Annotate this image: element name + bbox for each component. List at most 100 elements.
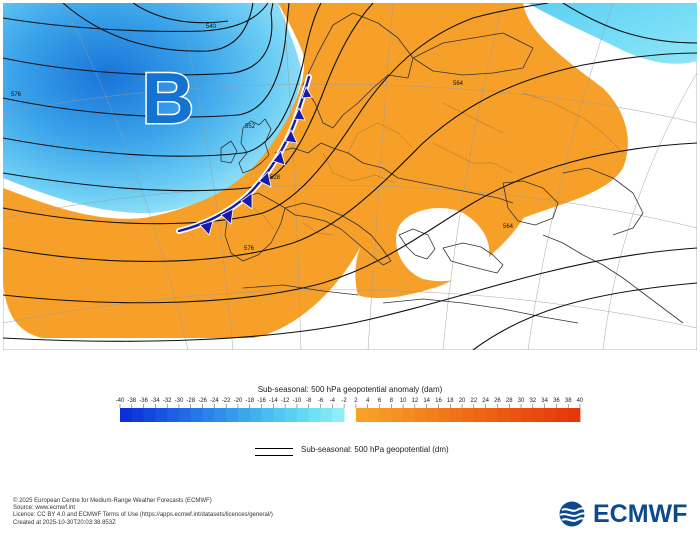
colorbar-tick-label: 26 xyxy=(494,398,501,404)
ecmwf-logo-text: ECMWF xyxy=(593,500,688,528)
contour-label: 576 xyxy=(244,246,255,252)
colorbar-segment-negative xyxy=(214,408,227,422)
ecmwf-logo-icon xyxy=(559,501,588,527)
colorbar-segment-positive xyxy=(379,408,392,422)
negative-anomaly-area-northeast xyxy=(528,3,697,64)
colorbar-tick-label: 14 xyxy=(423,398,430,404)
source-text: Source: www.ecmwf.int xyxy=(13,505,76,512)
colorbar-tick-label: -24 xyxy=(210,398,219,404)
colorbar-tick-label: 36 xyxy=(553,398,560,404)
colorbar-tick-label: 2 xyxy=(354,398,358,404)
colorbar-segment-negative xyxy=(226,408,239,422)
colorbar-tick-label: 22 xyxy=(471,398,478,404)
colorbar-tick-label: 30 xyxy=(518,398,525,404)
colorbar-segment-positive xyxy=(355,408,369,422)
colorbar-segment-negative xyxy=(273,408,286,422)
colorbar-segment-negative xyxy=(249,408,262,422)
colorbar-tick-label: -10 xyxy=(293,398,302,404)
colorbar-segment-negative xyxy=(332,408,345,422)
geopotential-line-swatch xyxy=(255,448,293,456)
negative-anomaly-area xyxy=(3,3,302,214)
colorbar-tick-label: 24 xyxy=(482,398,489,404)
colorbar-tick-label: -40 xyxy=(116,398,125,404)
colorbar-tick-label: -30 xyxy=(175,398,184,404)
colorbar-tick-label: -14 xyxy=(269,398,278,404)
colorbar-tick-label: -28 xyxy=(186,398,195,404)
colorbar-segment-negative xyxy=(237,408,251,422)
contour-label: 540 xyxy=(206,24,217,30)
contour-label: 576 xyxy=(11,92,22,98)
footer: © 2025 European Centre for Medium-Range … xyxy=(13,498,273,527)
colorbar-tick-label: 28 xyxy=(506,398,513,404)
colorbar-tick-label: -12 xyxy=(281,398,290,404)
colorbar-segment-positive xyxy=(568,408,581,422)
contour-label: 564 xyxy=(453,81,464,87)
colorbar-segment-positive xyxy=(462,408,475,422)
colorbar-tick-label: -2 xyxy=(341,398,347,404)
colorbar-tick-label: -20 xyxy=(234,398,243,404)
colorbar-tick-label: -8 xyxy=(306,398,312,404)
low-pressure-label: B xyxy=(142,59,194,139)
colorbar-tick-label: -26 xyxy=(198,398,207,404)
cold-front xyxy=(176,74,313,236)
colorbar-tick-label: 16 xyxy=(435,398,442,404)
licence-text: Licence: CC BY 4.0 and ECMWF Terms of Us… xyxy=(13,512,273,519)
colorbar-tick-label: 40 xyxy=(577,398,584,404)
colorbar-tick-label: -22 xyxy=(222,398,231,404)
colorbar-tick-label: 12 xyxy=(412,398,419,404)
colorbar-tick-label: 10 xyxy=(400,398,407,404)
copyright-text: © 2025 European Centre for Medium-Range … xyxy=(13,498,212,504)
colorbar-segment-negative xyxy=(143,408,156,422)
colorbar-tick-label: 4 xyxy=(366,398,370,404)
colorbar-tick-label: -36 xyxy=(139,398,148,404)
colorbar-segment-positive xyxy=(450,408,463,422)
colorbar-segment-positive xyxy=(544,408,557,422)
colorbar-segment-negative xyxy=(285,408,298,422)
colorbar-segment-negative xyxy=(261,408,274,422)
colorbar-segment-negative xyxy=(202,408,215,422)
colorbar-tick-label: -18 xyxy=(245,398,254,404)
colorbar-tick-label: 8 xyxy=(390,398,394,404)
created-text: Created at 2025-10-30T20:03:38.853Z xyxy=(13,519,116,526)
colorbar-tick-label: 6 xyxy=(378,398,382,404)
colorbar-tick-label: -16 xyxy=(257,398,266,404)
colorbar-segment-positive xyxy=(403,408,416,422)
colorbar-segment-negative xyxy=(320,408,333,422)
colorbar-segment-negative xyxy=(178,408,192,422)
ecmwf-logo: ECMWF xyxy=(556,500,688,528)
colorbar-tick-label: -32 xyxy=(163,398,172,404)
colorbar-segment-positive xyxy=(556,408,569,422)
colorbar-segment-positive xyxy=(497,408,510,422)
geopotential-anomaly-map: 576 552 528 564 540 564 576 B xyxy=(3,3,697,350)
colorbar-segment-positive xyxy=(509,408,522,422)
colorbar-tick-label: 18 xyxy=(447,398,454,404)
contour-label: 552 xyxy=(245,124,256,130)
colorbar-segment-positive xyxy=(473,408,487,422)
colorbar-segment-positive xyxy=(438,408,451,422)
colorbar-segment-negative xyxy=(308,408,321,422)
anomaly-legend-title: Sub-seasonal: 500 hPa geopotential anoma… xyxy=(257,385,443,394)
colorbar-tick-label: 20 xyxy=(459,398,466,404)
colorbar-segment-positive xyxy=(532,408,546,422)
colorbar-segment-negative xyxy=(155,408,168,422)
neutral-anomaly-area xyxy=(395,208,490,282)
colorbar-segment-positive xyxy=(485,408,498,422)
colorbar-segment-negative xyxy=(296,408,310,422)
geopotential-line-label: Sub-seasonal: 500 hPa geopotential (dm) xyxy=(301,445,449,454)
colorbar-segment-positive xyxy=(521,408,534,422)
colorbar-tick-label: -38 xyxy=(127,398,136,404)
colorbar-segment-negative xyxy=(167,408,180,422)
colorbar-tick-label: 34 xyxy=(541,398,548,404)
colorbar-tick-label: 38 xyxy=(565,398,572,404)
colorbar-segment-negative xyxy=(131,408,144,422)
colorbar-tick-label: 32 xyxy=(529,398,536,404)
colorbar-segment-positive xyxy=(414,408,428,422)
colorbar-segment-negative xyxy=(190,408,203,422)
colorbar-tick-label: -4 xyxy=(330,398,336,404)
colorbar-segment-positive xyxy=(367,408,380,422)
colorbar-segment-positive xyxy=(391,408,404,422)
contour-label: 564 xyxy=(503,224,514,230)
contour-label: 528 xyxy=(270,175,281,181)
colorbar-segment-positive xyxy=(426,408,439,422)
colorbar-tick-label: -6 xyxy=(318,398,324,404)
